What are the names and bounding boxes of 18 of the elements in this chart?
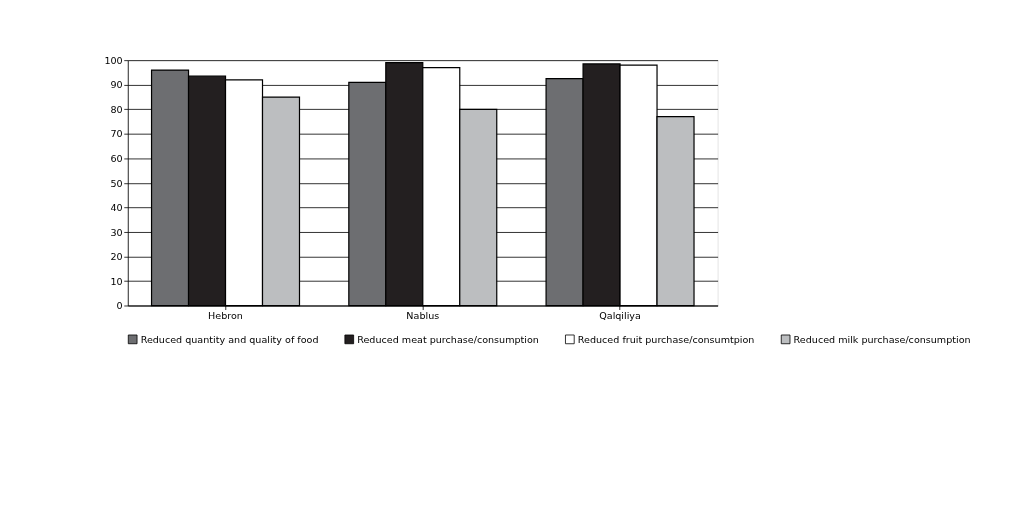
y-tick-label: 20 xyxy=(110,251,123,263)
legend-label: Reduced fruit purchase/consumtpion xyxy=(577,333,755,345)
y-tick-label: 70 xyxy=(110,128,123,140)
y-tick-label: 100 xyxy=(104,54,123,66)
x-tick-label: Nablus xyxy=(406,309,440,321)
y-tick-label: 80 xyxy=(110,103,123,115)
y-tick-label: 40 xyxy=(110,202,123,214)
y-tick-label: 60 xyxy=(110,152,123,164)
x-tick-label: Qalqiliya xyxy=(599,309,641,321)
y-tick-label: 50 xyxy=(110,177,123,189)
y-tick-label: 30 xyxy=(110,226,123,238)
y-tick-label: 10 xyxy=(110,275,123,287)
legend-label: Reduced milk purchase/consumption xyxy=(793,333,971,345)
legend-label: Reduced meat purchase/consumption xyxy=(357,333,539,345)
x-tick-label: Hebron xyxy=(208,309,243,321)
y-tick-label: 90 xyxy=(110,79,123,91)
y-tick-label: 0 xyxy=(116,300,123,312)
legend-label: Reduced quantity and quality of food xyxy=(140,333,319,345)
